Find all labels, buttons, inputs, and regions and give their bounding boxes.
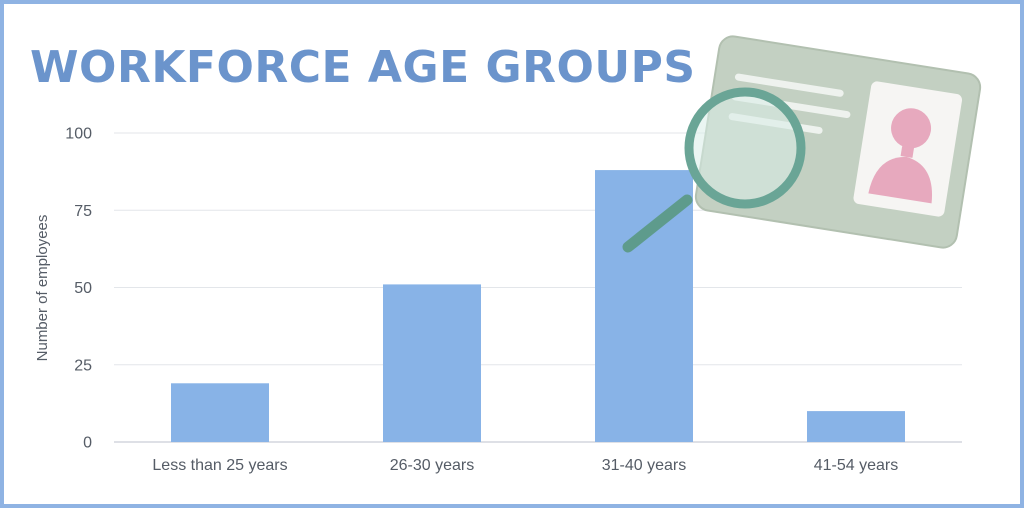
y-tick-label: 25	[74, 357, 92, 374]
y-tick-label: 100	[65, 126, 92, 143]
bar	[807, 411, 905, 442]
chart-title: WORKFORCE AGE GROUPS	[30, 42, 696, 93]
y-tick-labels: 0 25 50 75 100	[65, 126, 92, 452]
bar	[383, 284, 481, 442]
y-axis-title: Number of employees	[34, 215, 51, 362]
id-card-magnifier-icon	[622, 35, 982, 253]
x-tick-label: 31-40 years	[602, 457, 687, 474]
y-tick-label: 75	[74, 203, 92, 220]
y-tick-label: 50	[74, 280, 92, 297]
bar	[171, 383, 269, 442]
x-tick-label: 26-30 years	[390, 457, 475, 474]
y-tick-label: 0	[83, 435, 92, 452]
x-tick-label: Less than 25 years	[152, 457, 287, 474]
bar	[595, 170, 693, 442]
x-tick-label: 41-54 years	[814, 457, 899, 474]
x-tick-labels: Less than 25 years 26-30 years 31-40 years…	[152, 457, 898, 474]
bars	[171, 170, 905, 442]
